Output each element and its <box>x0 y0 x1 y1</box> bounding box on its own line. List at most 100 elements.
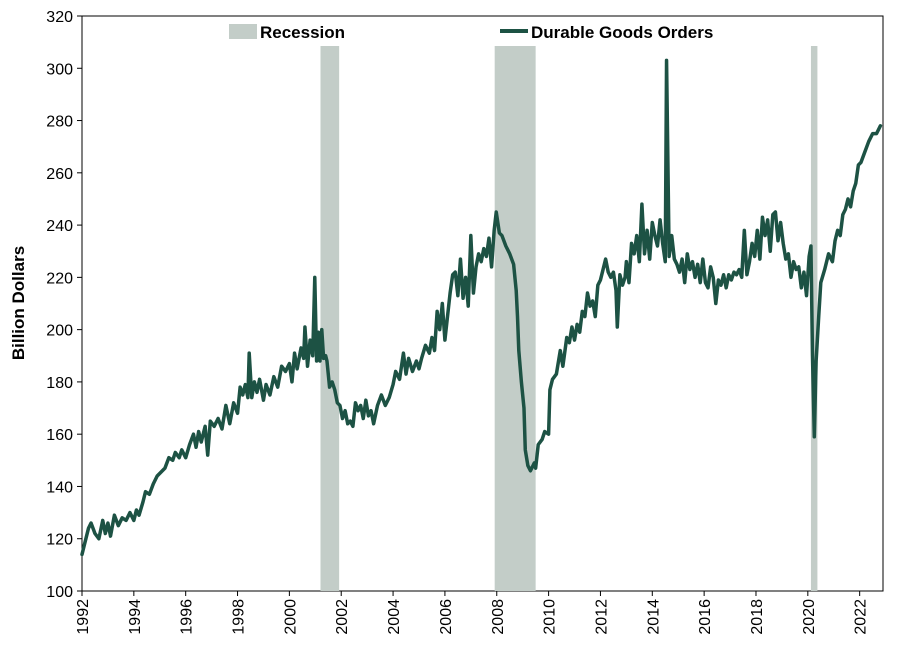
data-point <box>664 261 666 263</box>
x-tick-label: 2012 <box>593 599 610 635</box>
legend-series-label: Durable Goods Orders <box>531 23 713 42</box>
data-point <box>288 363 290 365</box>
data-point <box>725 287 727 289</box>
data-point <box>793 261 795 263</box>
data-point <box>839 235 841 237</box>
data-point <box>535 467 537 469</box>
data-point <box>168 457 170 459</box>
data-point <box>242 394 244 396</box>
data-point <box>699 282 701 284</box>
data-point <box>395 370 397 372</box>
data-point <box>720 284 722 286</box>
data-point <box>641 203 643 205</box>
data-point <box>638 261 640 263</box>
recession-band <box>810 46 818 591</box>
data-point <box>357 410 359 412</box>
x-tick-label: 1998 <box>231 599 248 635</box>
data-point <box>284 370 286 372</box>
data-point <box>782 242 784 244</box>
data-point <box>646 229 648 231</box>
data-point <box>462 297 464 299</box>
data-point <box>388 397 390 399</box>
data-point <box>213 425 215 427</box>
data-point <box>864 151 866 153</box>
data-point <box>326 360 328 362</box>
data-point <box>767 219 769 221</box>
data-point <box>610 276 612 278</box>
data-point <box>470 235 472 237</box>
data-point <box>541 438 543 440</box>
data-point <box>844 208 846 210</box>
data-point <box>325 355 327 357</box>
data-point <box>104 533 106 534</box>
data-point <box>237 412 239 414</box>
data-point <box>743 229 745 231</box>
data-point <box>584 316 586 318</box>
data-point <box>837 229 839 231</box>
data-point <box>523 407 525 409</box>
data-point <box>412 370 414 372</box>
data-point <box>269 394 271 396</box>
data-point <box>495 211 497 213</box>
data-point <box>529 470 531 472</box>
data-point <box>159 472 161 474</box>
data-point <box>428 352 430 354</box>
data-point <box>436 310 438 312</box>
data-point <box>736 274 738 276</box>
data-point <box>723 274 725 276</box>
data-point <box>537 444 539 446</box>
data-point <box>852 190 854 192</box>
data-point <box>225 404 227 406</box>
data-point <box>296 368 298 370</box>
data-point <box>452 274 454 276</box>
recession-bands <box>320 46 818 591</box>
data-point <box>803 271 805 273</box>
legend: Recession Durable Goods Orders <box>229 23 713 42</box>
data-point <box>527 465 529 467</box>
data-point <box>662 242 664 244</box>
data-point <box>624 276 626 278</box>
x-tick-label: 2018 <box>749 599 766 635</box>
data-point <box>256 391 258 393</box>
data-point <box>571 326 573 328</box>
data-point <box>314 276 316 278</box>
data-point <box>607 271 609 273</box>
recession-band <box>320 46 340 591</box>
data-point <box>148 493 150 495</box>
data-point <box>81 553 83 555</box>
data-point <box>178 457 180 459</box>
data-point <box>831 261 833 263</box>
data-point <box>491 266 493 268</box>
data-point <box>125 519 127 521</box>
data-point <box>513 263 515 265</box>
data-point <box>110 535 112 537</box>
data-point <box>772 214 774 216</box>
data-point <box>405 373 407 375</box>
x-tick-label: 1992 <box>75 599 92 635</box>
data-point <box>738 269 740 271</box>
data-point <box>741 276 743 278</box>
data-point <box>818 316 820 318</box>
data-point <box>135 509 137 511</box>
data-point <box>281 365 283 367</box>
data-point <box>749 261 750 263</box>
data-point <box>764 235 766 237</box>
data-point <box>434 350 436 352</box>
data-point <box>262 399 264 401</box>
data-point <box>273 376 275 378</box>
data-point <box>684 282 686 284</box>
data-point <box>501 235 503 237</box>
data-point <box>129 512 131 514</box>
data-point <box>485 255 487 257</box>
data-point <box>247 397 249 399</box>
y-tick-label: 280 <box>46 114 73 131</box>
data-point <box>751 242 753 244</box>
data-point <box>842 214 844 216</box>
data-point <box>251 397 253 399</box>
data-point <box>303 357 305 359</box>
data-point <box>847 198 849 200</box>
plot-frame <box>81 15 884 592</box>
data-point <box>370 410 372 412</box>
data-point <box>876 133 878 135</box>
data-point <box>710 266 712 268</box>
